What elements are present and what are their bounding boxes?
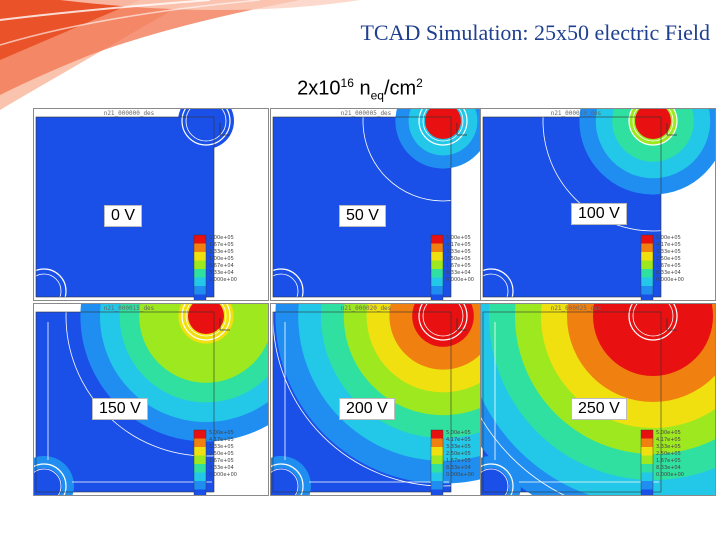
fluence-n: n — [353, 77, 371, 100]
colorbar-tick-label: 3.33e+05 — [656, 444, 681, 450]
file-name: n21_000020_des — [340, 305, 392, 312]
file-name: n21_000015_des — [103, 305, 155, 312]
colorbar-tick-label: 1.67e+05 — [446, 263, 471, 269]
colorbar-tick-label: 1.67e+05 — [209, 458, 234, 464]
bias-voltage-label: 50 V — [339, 205, 386, 227]
bias-voltage-label: 100 V — [571, 203, 627, 225]
colorbar-tick-label: 0.000e+00 — [209, 472, 237, 478]
colorbar-tick-label: 3.33e+05 — [446, 444, 471, 450]
colorbar-tick-label: 3.33e+05 — [656, 249, 681, 255]
colorbar-tick-label: 3.33e+04 — [209, 270, 234, 276]
colorbar-tick-label: 0.000e+00 — [446, 472, 474, 478]
fluence-unit: /cm — [383, 77, 417, 100]
colorbar-tick-label: 4.17e+05 — [209, 437, 234, 443]
field-map — [271, 304, 505, 495]
colorbar-tick-label: 1.67e+05 — [446, 458, 471, 464]
field-panel-5: n21_000025_des 5.00e+05 4.17e+05 3.33e+05 2.… — [480, 303, 716, 496]
colorbar-tick-label: 6.67e+04 — [209, 263, 234, 269]
bias-voltage-label: 250 V — [571, 398, 627, 420]
colorbar-tick-label: 2.50e+05 — [209, 451, 234, 457]
colorbar-tick-label: 2.50e+05 — [446, 256, 471, 262]
colorbar-ticks: 5.00e+05 4.17e+05 3.33e+05 2.50e+05 1.67e+05… — [656, 430, 684, 479]
colorbar-tick-label: 0.000e+00 — [446, 277, 474, 283]
bias-voltage-label: 150 V — [92, 398, 148, 420]
file-name: n21_000010_des — [550, 110, 602, 117]
colorbar-ticks: 5.00e+05 4.17e+05 3.33e+05 2.50e+05 1.67e+05… — [209, 430, 237, 479]
fluence-subtitle: 2x1016 neq/cm2 — [0, 76, 720, 103]
slide-title: TCAD Simulation: 25x50 electric Field — [360, 20, 710, 45]
colorbar-tick-label: 2.50e+05 — [656, 256, 681, 262]
field-panel-3: n21_000015_des 5.00e+05 4.17e+05 3.33e+05 2.… — [33, 303, 269, 496]
decorative-swoosh — [0, 0, 360, 110]
field-panel-4: n21_000020_des 5.00e+05 4.17e+05 3.33e+05 2.… — [270, 303, 506, 496]
colorbar-tick-label: 4.17e+05 — [446, 242, 471, 248]
fluence-subscript: eq — [370, 88, 384, 103]
colorbar-tick-label: 1.33e+05 — [209, 249, 234, 255]
fluence-exponent: 16 — [340, 76, 354, 90]
colorbar-ticks: 5.00e+05 4.17e+05 3.33e+05 2.50e+05 1.67e+05… — [446, 235, 474, 284]
colorbar-tick-label: 5.00e+05 — [446, 430, 471, 436]
colorbar-tick-label: 8.33e+04 — [446, 270, 471, 276]
field-panel-1: n21_000005_des 5.00e+05 4.17e+05 3.33e+05 2.… — [270, 108, 506, 301]
field-panel-0: n21_000000_des 2.00e+05 1.67e+05 1.33e+05 1.… — [33, 108, 269, 301]
colorbar-ticks: 2.00e+05 1.67e+05 1.33e+05 1.00e+05 6.67e+04… — [209, 235, 237, 284]
bias-voltage-label: 200 V — [339, 398, 395, 420]
colorbar-tick-label: 5.00e+05 — [446, 235, 471, 241]
colorbar-tick-label: 5.00e+05 — [209, 430, 234, 436]
colorbar-tick-label: 3.33e+05 — [209, 444, 234, 450]
colorbar-tick-label: 4.17e+05 — [656, 437, 681, 443]
bias-voltage-label: 0 V — [104, 205, 143, 227]
colorbar-tick-label: 8.33e+04 — [656, 270, 681, 276]
colorbar-tick-label: 0.000e+00 — [656, 277, 684, 283]
file-name: n21_000025_des — [550, 305, 602, 312]
colorbar-tick-label: 0.000e+00 — [209, 277, 237, 283]
colorbar-ticks: 5.00e+05 4.17e+05 3.33e+05 2.50e+05 1.67e+05… — [446, 430, 474, 479]
colorbar-tick-label: 8.33e+04 — [656, 465, 681, 471]
colorbar-tick-label: 1.67e+05 — [209, 242, 234, 248]
colorbar-tick-label: 1.67e+05 — [656, 263, 681, 269]
colorbar-tick-label: 8.33e+04 — [209, 465, 234, 471]
colorbar-tick-label: 8.33e+04 — [446, 465, 471, 471]
colorbar-tick-label: 4.17e+05 — [656, 242, 681, 248]
colorbar-tick-label: 1.00e+05 — [209, 256, 234, 262]
colorbar-tick-label: 5.00e+05 — [656, 430, 681, 436]
colorbar-tick-label: 2.50e+05 — [446, 451, 471, 457]
colorbar-ticks: 5.00e+05 4.17e+05 3.33e+05 2.50e+05 1.67e+05… — [656, 235, 684, 284]
colorbar-tick-label: 1.67e+05 — [656, 458, 681, 464]
colorbar-tick-label: 3.33e+05 — [446, 249, 471, 255]
file-name: n21_000000_des — [103, 110, 155, 117]
colorbar-tick-label: 0.000e+00 — [656, 472, 684, 478]
fluence-unit-exponent: 2 — [416, 76, 423, 90]
file-name: n21_000005_des — [340, 110, 392, 117]
fluence-base: 2x10 — [297, 77, 341, 100]
colorbar-tick-label: 2.50e+05 — [656, 451, 681, 457]
colorbar-tick-label: 5.00e+05 — [656, 235, 681, 241]
field-panel-2: n21_000010_des 5.00e+05 4.17e+05 3.33e+05 2.… — [480, 108, 716, 301]
colorbar-tick-label: 4.17e+05 — [446, 437, 471, 443]
colorbar-tick-label: 2.00e+05 — [209, 235, 234, 241]
field-map — [481, 304, 715, 495]
